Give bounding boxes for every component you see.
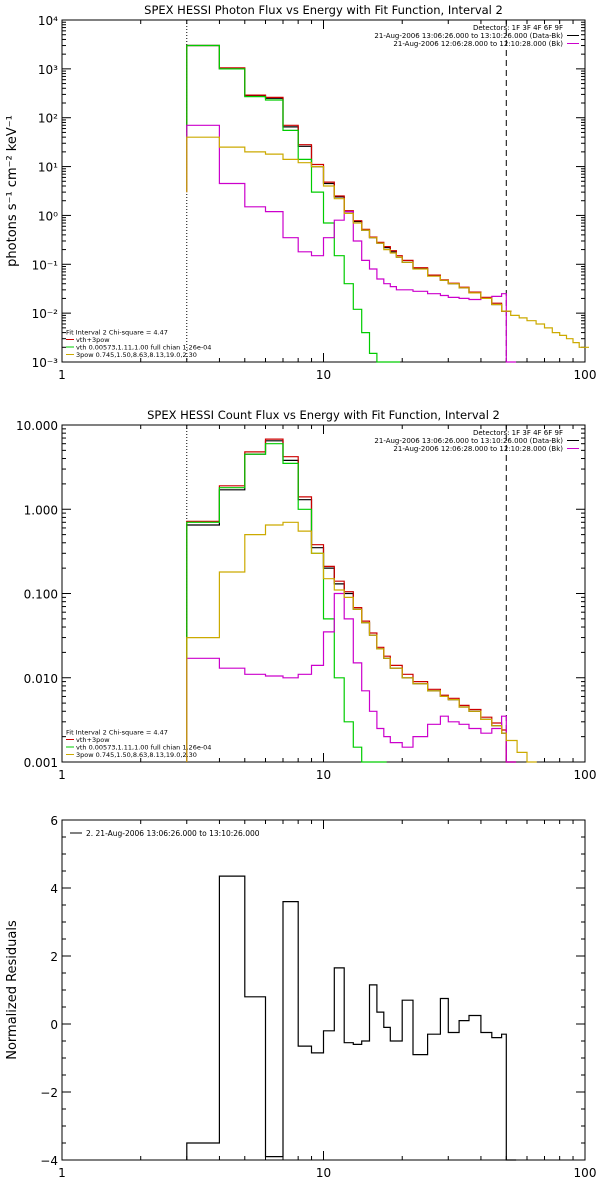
y-tick-label: 1.000 [24,503,58,517]
y-axis-label: Normalized Residuals [5,920,20,1060]
x-tick-label: 10 [316,768,331,782]
series-line-1 [186,44,512,312]
legend-entry: 2. 21-Aug-2006 13:06:26.000 to 13:10:26.… [86,829,260,838]
legend-entry: vth 0.00573,1.11,1.00 full chian 1.26e-0… [76,744,211,752]
x-tick-label: 100 [574,368,597,382]
y-tick-label: 10¹ [38,161,58,175]
series-line-2 [186,443,387,763]
y-tick-label: 0.100 [24,588,58,602]
y-tick-label: 6 [50,814,58,828]
series-line-2 [186,44,400,363]
series-line-0 [186,44,512,312]
legend-entry: vth+3pow [76,736,110,744]
legend-entry: 3pow 0.745,1.50,8.63,8.13,19.0,2.30 [76,351,197,359]
legend-entry: Fit Interval 2 Chi-square = 4.47 [66,729,168,737]
x-tick-label: 10 [316,1166,331,1180]
series-line-0 [186,440,517,763]
y-tick-label: 10³ [38,63,58,77]
legend-entry: 21-Aug-2006 13:06:26.000 to 13:10:26.000… [374,437,563,445]
legend-entry: Fit Interval 2 Chi-square = 4.47 [66,329,168,337]
y-tick-label: 10² [38,112,58,126]
y-tick-label: 10.000 [16,419,58,433]
legend-entry: 3pow 0.745,1.50,8.63,8.13,19.0,2.30 [76,751,197,759]
y-tick-label: 10⁻³ [32,356,59,370]
x-tick-label: 100 [574,1166,597,1180]
series-line-3 [186,124,517,363]
photon-flux-panel: SPEX HESSI Photon Flux vs Energy with Fi… [5,3,596,382]
y-tick-label: −2 [40,1086,58,1100]
y-tick-label: 2 [50,950,58,964]
x-tick-label: 1 [58,368,66,382]
y-tick-label: 0.001 [24,756,58,770]
y-tick-label: 0 [50,1018,58,1032]
x-tick-label: 1 [58,768,66,782]
series-line-0 [186,875,517,1161]
series-line-4 [186,136,589,348]
legend-entry: Detectors: 1F 3F 4F 6F 9F [473,24,563,32]
legend-entry: vth+3pow [76,336,110,344]
y-tick-label: 10⁴ [38,14,58,28]
y-tick-label: 10⁻² [32,307,59,321]
legend-entry: Detectors: 1F 3F 4F 6F 9F [473,429,563,437]
y-tick-label: 10⁰ [38,209,58,223]
x-tick-label: 1 [58,1166,66,1180]
legend-entry: 21-Aug-2006 12:06:28.000 to 12:10:28.000… [393,445,563,453]
y-tick-label: 4 [50,882,58,896]
series-line-3 [186,592,517,763]
count-flux-panel: SPEX HESSI Count Flux vs Energy with Fit… [16,408,596,782]
legend-entry: vth 0.00573,1.11,1.00 full chian 1.26e-0… [76,344,211,352]
legend-entry: 21-Aug-2006 13:06:26.000 to 13:10:26.000… [374,32,563,40]
residuals-panel: Normalized Residuals 1 10 100 −4 −2 0 2 4 6 2. 21-… [5,814,596,1180]
y-tick-label: 10⁻¹ [32,258,59,272]
legend-entry: 21-Aug-2006 12:06:28.000 to 12:10:28.000… [393,40,563,48]
y-tick-label: −4 [40,1154,58,1168]
chart-title: SPEX HESSI Photon Flux vs Energy with Fi… [144,3,503,17]
x-tick-label: 10 [316,368,331,382]
y-tick-label: 0.010 [24,672,58,686]
chart-title: SPEX HESSI Count Flux vs Energy with Fit… [147,408,500,422]
x-tick-label: 100 [574,768,597,782]
y-axis-label: photons s⁻¹ cm⁻² keV⁻¹ [5,115,20,267]
series-line-4 [186,521,537,763]
